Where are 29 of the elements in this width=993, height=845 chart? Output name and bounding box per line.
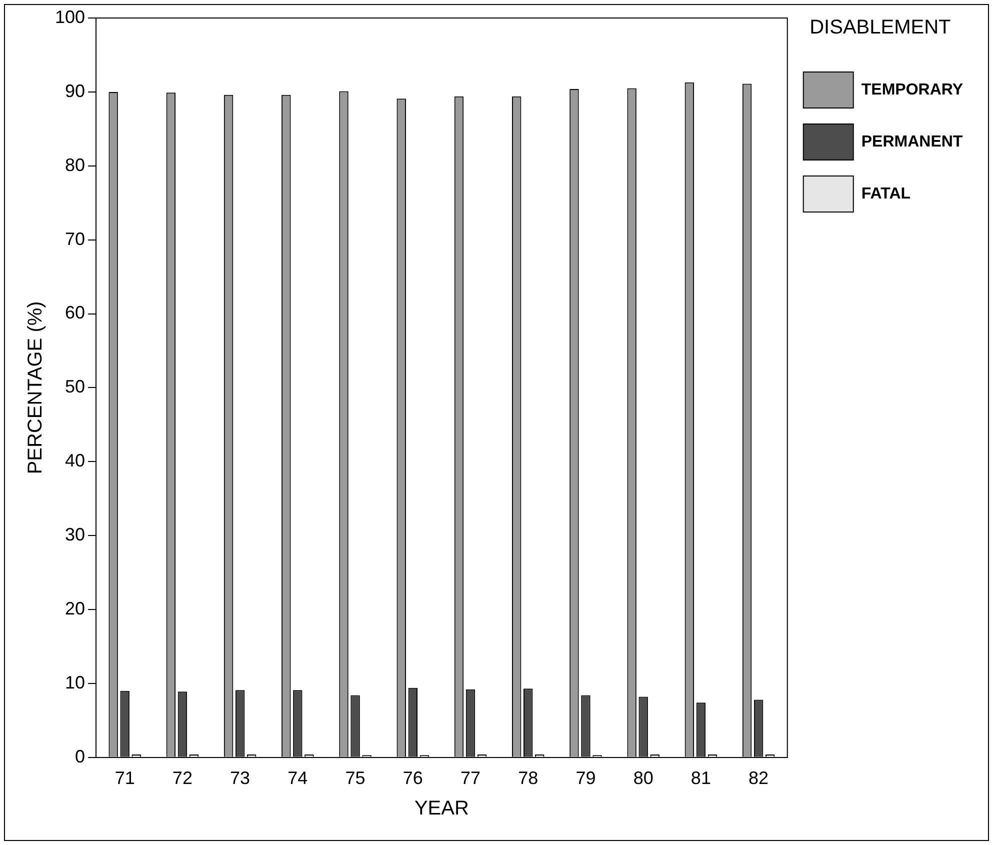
- y-tick-label: 60: [65, 302, 86, 323]
- x-tick-label: 74: [288, 768, 308, 788]
- y-tick-label: 40: [65, 450, 86, 471]
- legend-label: FATAL: [861, 185, 911, 202]
- legend-title: DISABLEMENT: [810, 16, 951, 39]
- x-tick-label: 81: [690, 768, 711, 788]
- x-tick-label: 77: [460, 768, 481, 788]
- x-axis-title: YEAR: [414, 798, 469, 820]
- y-tick-label: 50: [65, 376, 86, 397]
- y-tick-label: 0: [75, 746, 86, 766]
- x-tick-label: 71: [114, 768, 135, 788]
- y-axis-title: PERCENTAGE (%): [24, 301, 47, 474]
- x-tick-label: 72: [172, 768, 192, 788]
- y-tick-label: 70: [65, 228, 86, 249]
- x-tick-label: 73: [230, 768, 250, 788]
- x-tick-label: 76: [402, 768, 423, 788]
- x-tick-label: 78: [518, 768, 538, 788]
- y-tick-label: 20: [65, 598, 86, 618]
- y-tick-label: 90: [65, 80, 86, 101]
- y-tick-label: 80: [65, 154, 86, 175]
- y-tick-label: 30: [65, 524, 86, 545]
- legend-label: TEMPORARY: [861, 81, 964, 98]
- y-tick-label: 10: [65, 672, 86, 692]
- x-tick-label: 82: [748, 768, 769, 788]
- x-tick-label: 79: [576, 768, 596, 788]
- x-tick-label: 80: [633, 768, 654, 788]
- y-tick-label: 100: [54, 6, 86, 27]
- legend-label: PERMANENT: [861, 133, 963, 150]
- x-tick-label: 75: [345, 768, 366, 788]
